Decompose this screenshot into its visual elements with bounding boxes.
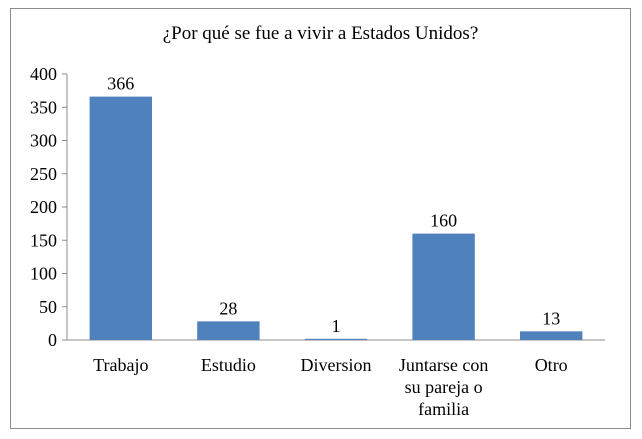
- x-tick-label-line: Otro: [535, 355, 568, 375]
- y-tick-label: 350: [30, 97, 57, 117]
- x-tick-label-line: Juntarse con: [399, 355, 488, 375]
- bar: [304, 338, 368, 340]
- x-tick-label-line: Trabajo: [93, 355, 148, 375]
- x-tick-label: Juntarse con su pareja o familia: [399, 355, 488, 419]
- data-label: 13: [542, 308, 560, 328]
- y-tick-label: 0: [48, 330, 57, 350]
- y-tick-label: 150: [30, 230, 57, 250]
- data-label: 160: [430, 211, 457, 231]
- x-tick-label-line: familia: [418, 399, 469, 419]
- x-tick-label: Estudio: [201, 355, 256, 375]
- y-tick-label: 300: [30, 131, 57, 151]
- bar: [412, 233, 475, 340]
- x-tick-label: Otro: [535, 355, 568, 375]
- x-tick-label: Trabajo: [93, 355, 148, 375]
- data-label: 366: [107, 74, 134, 94]
- y-tick-label: 400: [30, 64, 57, 84]
- data-label: 28: [219, 298, 237, 318]
- bar: [519, 331, 583, 340]
- bar: [197, 321, 260, 340]
- x-tick-label: Diversion: [301, 355, 372, 375]
- x-tick-label-line: su pareja o: [405, 377, 483, 397]
- y-tick-label: 200: [30, 197, 57, 217]
- x-tick-label-line: Estudio: [201, 355, 256, 375]
- x-tick-label-line: Diversion: [301, 355, 372, 375]
- chart-title: ¿Por qué se fue a vivir a Estados Unidos…: [162, 23, 479, 44]
- bar: [89, 96, 153, 340]
- data-label: 1: [332, 316, 341, 336]
- y-tick-label: 250: [30, 164, 57, 184]
- y-tick-label: 100: [30, 264, 57, 284]
- y-tick-label: 50: [39, 297, 57, 317]
